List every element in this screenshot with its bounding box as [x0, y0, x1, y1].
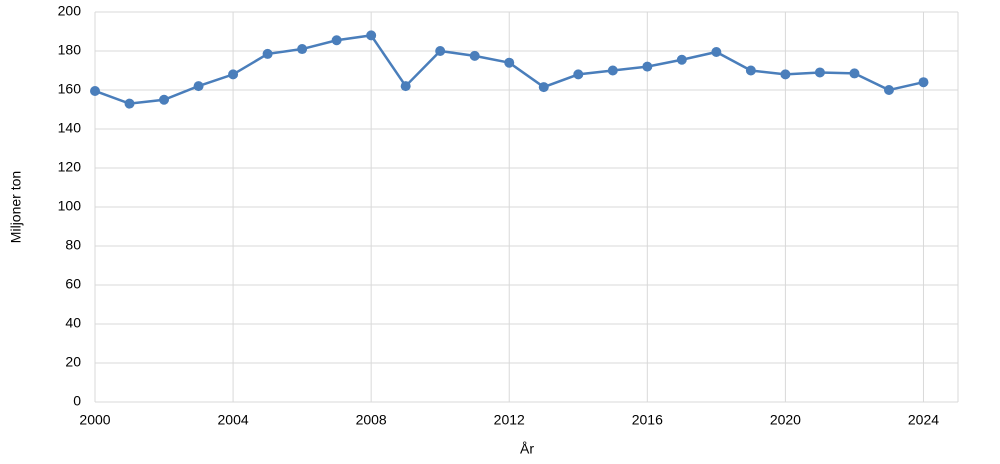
y-tick-label: 140 [58, 120, 82, 136]
point [193, 81, 204, 92]
point [883, 85, 894, 95]
y-tick-label: 200 [58, 3, 82, 19]
y-tick-label: 180 [58, 42, 82, 58]
x-tick-label: 2004 [218, 412, 249, 428]
point [435, 46, 446, 56]
point [642, 61, 653, 72]
point [676, 54, 687, 65]
point [780, 69, 791, 80]
x-tick-label: 2016 [632, 412, 663, 428]
point [366, 30, 377, 41]
x-tick-label: 2024 [908, 412, 939, 428]
x-axis-label: År [520, 441, 534, 457]
point [504, 57, 515, 68]
point [814, 67, 825, 78]
y-tick-label: 80 [65, 237, 81, 253]
y-tick-label: 160 [58, 81, 82, 97]
y-tick-label: 60 [65, 276, 81, 292]
y-tick-label: 20 [65, 354, 81, 370]
x-tick-label: 2020 [770, 412, 801, 428]
y-tick-label: 0 [73, 393, 81, 409]
point [400, 81, 411, 92]
y-tick-label: 100 [58, 198, 82, 214]
point [607, 65, 618, 76]
point [228, 69, 239, 80]
point [918, 77, 929, 88]
x-tick-label: 2012 [494, 412, 525, 428]
point [469, 50, 480, 61]
y-axis-label: Miljoner ton [8, 171, 24, 243]
point [745, 65, 756, 76]
point [90, 85, 100, 96]
x-tick-label: 2000 [79, 412, 110, 428]
point [573, 69, 584, 80]
y-tick-label: 120 [58, 159, 82, 175]
point [331, 35, 342, 46]
point [297, 44, 308, 55]
point [262, 48, 273, 59]
point [159, 94, 170, 105]
y-tick-label: 40 [65, 315, 81, 331]
x-tick-label: 2008 [356, 412, 387, 428]
point [849, 68, 860, 79]
point [538, 82, 549, 93]
point [124, 98, 135, 109]
point [711, 46, 722, 57]
